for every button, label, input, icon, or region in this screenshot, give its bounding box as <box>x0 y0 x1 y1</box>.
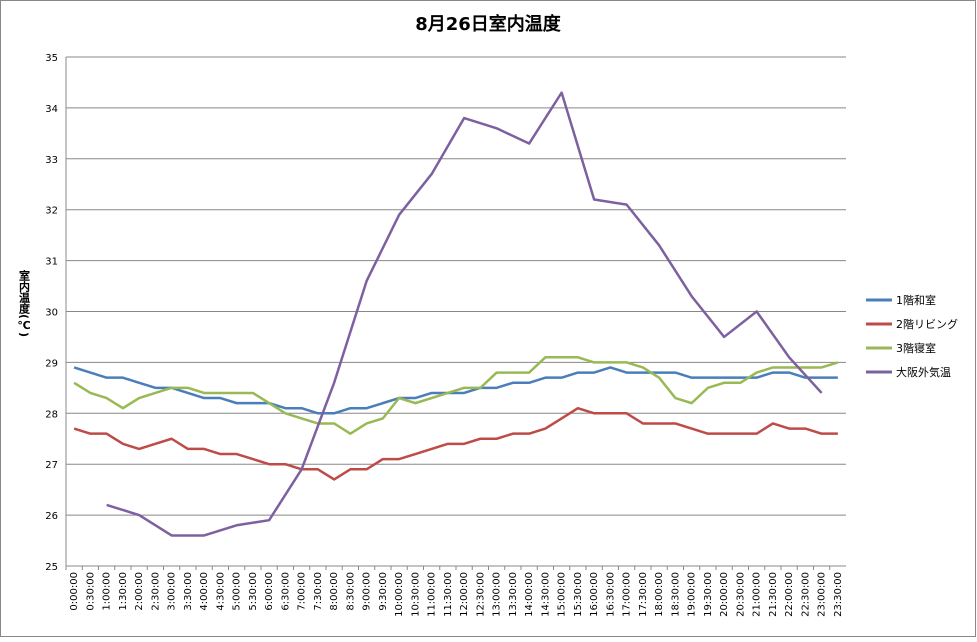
x-tick-label: 11:30:00 <box>443 572 454 617</box>
x-tick-label: 16:00:00 <box>589 572 600 617</box>
x-tick-label: 22:00:00 <box>784 572 795 617</box>
x-tick-label: 17:30:00 <box>638 572 649 617</box>
x-tick-label: 11:00:00 <box>427 572 438 617</box>
x-tick-label: 6:30:00 <box>280 572 291 611</box>
x-tick-label: 4:00:00 <box>199 572 210 611</box>
y-tick-label: 31 <box>45 257 58 268</box>
x-tick-label: 7:30:00 <box>313 572 324 611</box>
x-tick-label: 15:00:00 <box>557 572 568 617</box>
legend-label: 1階和室 <box>896 293 936 307</box>
x-tick-label: 8:00:00 <box>329 572 340 611</box>
series-line <box>73 406 838 481</box>
x-tick-label: 18:30:00 <box>670 572 681 617</box>
y-tick-label: 35 <box>45 53 58 64</box>
x-tick-label: 8:30:00 <box>345 572 356 611</box>
y-tick-label: 26 <box>45 511 58 522</box>
y-tick-label: 34 <box>45 104 58 115</box>
x-tick-label: 12:00:00 <box>459 572 470 617</box>
x-tick-label: 9:30:00 <box>378 572 389 611</box>
legend-label: 大阪外気温 <box>896 365 951 379</box>
x-tick-label: 18:00:00 <box>654 572 665 617</box>
x-tick-label: 0:00:00 <box>69 572 80 611</box>
x-tick-label: 20:00:00 <box>719 572 730 617</box>
x-tick-label: 3:00:00 <box>167 572 178 611</box>
x-tick-label: 1:30:00 <box>118 572 129 611</box>
x-tick-label: 22:30:00 <box>800 572 811 617</box>
x-tick-label: 14:30:00 <box>540 572 551 617</box>
y-tick-label: 33 <box>45 155 58 166</box>
x-tick-label: 19:00:00 <box>687 572 698 617</box>
x-tick-label: 3:30:00 <box>183 572 194 611</box>
y-tick-label: 29 <box>45 358 58 369</box>
x-tick-label: 21:30:00 <box>768 572 779 617</box>
x-tick-label: 6:00:00 <box>264 572 275 611</box>
legend-label: 2階リビング <box>896 317 958 331</box>
x-tick-label: 23:30:00 <box>833 572 844 617</box>
series-line <box>73 366 838 415</box>
x-tick-label: 2:30:00 <box>150 572 161 611</box>
legend-label: 3階寝室 <box>896 341 936 355</box>
x-tick-label: 0:30:00 <box>85 572 96 611</box>
x-tick-label: 5:00:00 <box>232 572 243 611</box>
y-tick-label: 27 <box>45 460 58 471</box>
x-tick-label: 16:30:00 <box>605 572 616 617</box>
x-tick-label: 12:30:00 <box>475 572 486 617</box>
x-tick-label: 7:00:00 <box>297 572 308 611</box>
x-tick-label: 15:30:00 <box>573 572 584 617</box>
y-axis-label: 室内温度(℃) <box>17 269 30 337</box>
x-tick-label: 13:30:00 <box>508 572 519 617</box>
chart-title: 8月26日室内温度 <box>415 13 562 35</box>
y-tick-label: 25 <box>45 562 58 573</box>
y-tick-label: 28 <box>45 409 58 420</box>
y-tick-label: 32 <box>45 206 58 217</box>
x-tick-label: 1:00:00 <box>102 572 113 611</box>
x-tick-label: 20:30:00 <box>735 572 746 617</box>
x-tick-label: 5:30:00 <box>248 572 259 611</box>
x-tick-label: 10:30:00 <box>410 572 421 617</box>
x-tick-label: 2:00:00 <box>134 572 145 611</box>
x-tick-label: 9:00:00 <box>362 572 373 611</box>
y-tick-label: 30 <box>45 308 58 319</box>
x-tick-label: 10:00:00 <box>394 572 405 617</box>
series-line <box>106 91 823 537</box>
x-tick-label: 17:00:00 <box>622 572 633 617</box>
x-tick-label: 23:00:00 <box>817 572 828 617</box>
x-tick-label: 19:30:00 <box>703 572 714 617</box>
x-tick-label: 4:30:00 <box>215 572 226 611</box>
x-tick-label: 21:00:00 <box>752 572 763 617</box>
series-line <box>73 356 839 435</box>
x-tick-label: 13:00:00 <box>492 572 503 617</box>
x-tick-label: 14:00:00 <box>524 572 535 617</box>
